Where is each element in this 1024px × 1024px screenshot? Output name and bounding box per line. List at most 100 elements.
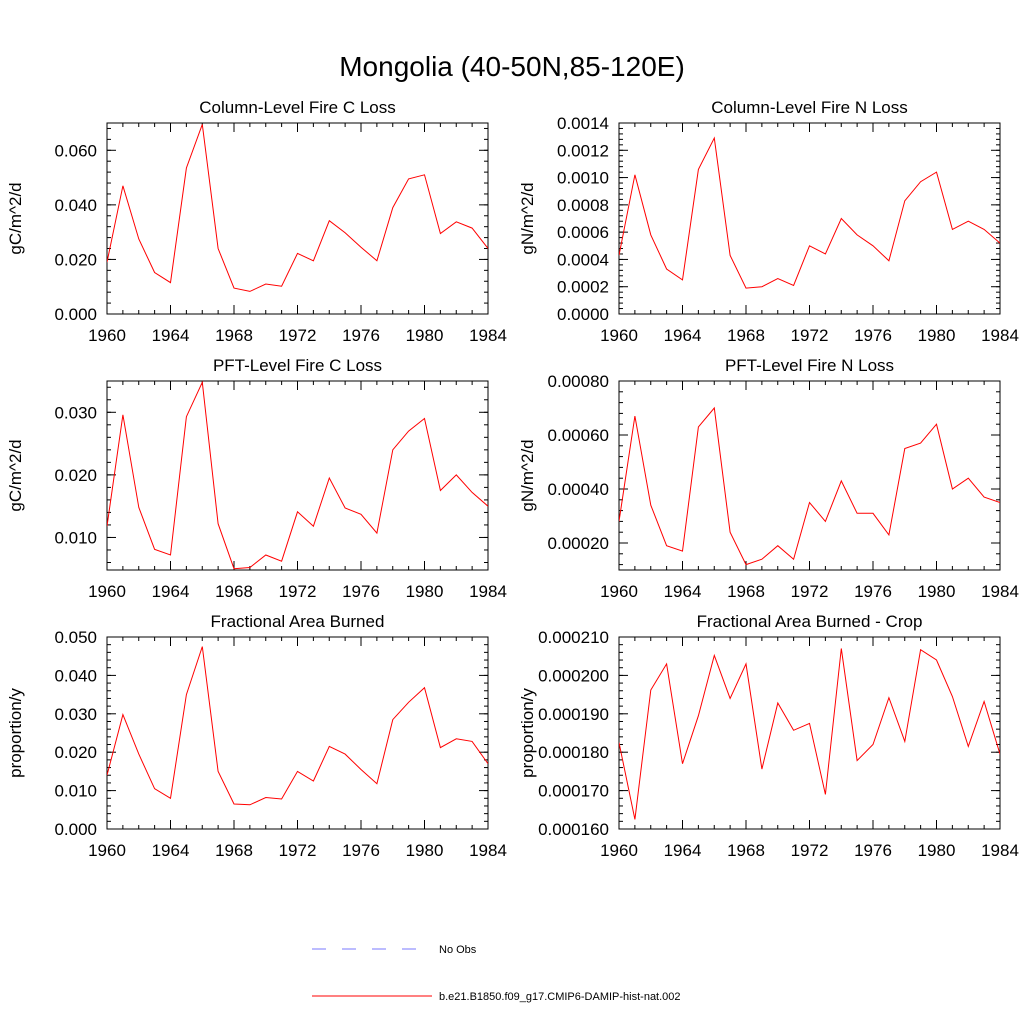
y-tick-label: 0.0012	[557, 141, 609, 160]
legend: No Obs b.e21.B1850.f09_g17.CMIP6-DAMIP-h…	[312, 944, 681, 1003]
y-tick-label: 0.00040	[548, 480, 609, 499]
x-tick-label: 1960	[600, 582, 638, 601]
x-tick-label: 1980	[406, 582, 444, 601]
y-tick-label: 0.030	[54, 403, 97, 422]
series-line-1	[619, 648, 1000, 820]
chart-panel-5: Fractional Area Burned proportion/y 1960 19…	[6, 612, 507, 860]
legend-label-no-obs: No Obs	[439, 944, 477, 956]
x-tick-label: 1968	[727, 326, 765, 345]
y-tick-label: 0.000180	[538, 743, 609, 762]
y-tick-label: 0.00080	[548, 372, 609, 391]
y-tick-label: 0.030	[54, 705, 97, 724]
y-tick-label: 0.0008	[557, 196, 609, 215]
x-tick-label: 1968	[215, 326, 253, 345]
x-tick-label: 1968	[215, 841, 253, 860]
y-tick-label: 0.000210	[538, 628, 609, 647]
x-tick-label: 1972	[791, 326, 829, 345]
y-tick-label: 0.020	[54, 250, 97, 269]
x-tick-label: 1964	[664, 841, 702, 860]
legend-label-model: b.e21.B1850.f09_g17.CMIP6-DAMIP-hist-nat…	[439, 991, 681, 1003]
x-tick-label: 1960	[600, 841, 638, 860]
plot-frame	[618, 380, 1001, 571]
x-tick-label: 1976	[854, 326, 892, 345]
chart-panel-3: PFT-Level Fire C Loss gC/m^2/d 1960 1964 196…	[6, 356, 507, 601]
x-tick-label: 1960	[88, 841, 126, 860]
x-tick-label: 1980	[918, 326, 956, 345]
x-tick-label: 1972	[791, 582, 829, 601]
series-line-1	[107, 124, 488, 292]
y-tick-label: 0.0014	[557, 114, 609, 133]
x-tick-label: 1984	[469, 582, 507, 601]
plot-frame	[106, 636, 489, 830]
chart-panel-1: Column-Level Fire C Loss gC/m^2/d 1960 1964…	[6, 98, 507, 345]
y-tick-label: 0.00020	[548, 534, 609, 553]
x-tick-label: 1972	[279, 841, 317, 860]
x-tick-label: 1984	[981, 326, 1019, 345]
y-tick-label: 0.040	[54, 196, 97, 215]
x-tick-label: 1964	[152, 326, 190, 345]
panel-title: PFT-Level Fire C Loss	[213, 356, 382, 375]
x-tick-label: 1976	[342, 582, 380, 601]
chart-panel-2: Column-Level Fire N Loss gN/m^2/d 1960 1964…	[518, 98, 1019, 345]
x-tick-label: 1964	[152, 841, 190, 860]
x-tick-label: 1976	[342, 841, 380, 860]
series-line-1	[107, 646, 488, 806]
y-tick-label: 0.0006	[557, 223, 609, 242]
x-tick-label: 1976	[854, 841, 892, 860]
panel-title: Fractional Area Burned - Crop	[697, 612, 923, 631]
x-tick-label: 1964	[664, 326, 702, 345]
y-tick-label: 0.0002	[557, 278, 609, 297]
x-tick-label: 1964	[152, 582, 190, 601]
y-axis-label: gN/m^2/d	[518, 182, 537, 254]
y-tick-label: 0.010	[54, 528, 97, 547]
y-tick-label: 0.00060	[548, 426, 609, 445]
x-tick-label: 1984	[981, 841, 1019, 860]
plot-frame	[106, 122, 489, 315]
chart-panels: Column-Level Fire C Loss gC/m^2/d 1960 1964…	[6, 98, 1019, 860]
series-line-1	[619, 406, 1000, 566]
x-tick-label: 1972	[279, 582, 317, 601]
x-tick-label: 1976	[854, 582, 892, 601]
y-axis-label: gC/m^2/d	[6, 182, 25, 254]
chart-panel-6: Fractional Area Burned - Crop proportion/…	[518, 612, 1019, 860]
plot-frame	[106, 380, 489, 571]
panel-title: Column-Level Fire C Loss	[199, 98, 396, 117]
x-tick-label: 1968	[727, 841, 765, 860]
x-tick-label: 1960	[600, 326, 638, 345]
panel-title: Column-Level Fire N Loss	[711, 98, 908, 117]
y-tick-label: 0.000	[54, 820, 97, 839]
x-tick-label: 1968	[215, 582, 253, 601]
y-tick-label: 0.0010	[557, 169, 609, 188]
x-tick-label: 1972	[791, 841, 829, 860]
y-axis-label: proportion/y	[518, 688, 537, 778]
y-tick-label: 0.000200	[538, 666, 609, 685]
y-tick-label: 0.000170	[538, 782, 609, 801]
panel-title: Fractional Area Burned	[211, 612, 385, 631]
y-tick-label: 0.0000	[557, 305, 609, 324]
x-tick-label: 1980	[406, 841, 444, 860]
y-tick-label: 0.020	[54, 743, 97, 762]
y-tick-label: 0.000160	[538, 820, 609, 839]
y-tick-label: 0.050	[54, 628, 97, 647]
plot-frame	[618, 636, 1001, 830]
x-tick-label: 1976	[342, 326, 380, 345]
x-tick-label: 1980	[406, 326, 444, 345]
x-tick-label: 1960	[88, 582, 126, 601]
y-axis-label: gC/m^2/d	[6, 439, 25, 511]
series-line-1	[619, 136, 1000, 289]
x-tick-label: 1984	[469, 841, 507, 860]
x-tick-label: 1980	[918, 582, 956, 601]
y-tick-label: 0.000	[54, 305, 97, 324]
series-line-1	[107, 381, 488, 570]
x-tick-label: 1984	[469, 326, 507, 345]
y-axis-label: proportion/y	[6, 688, 25, 778]
x-tick-label: 1960	[88, 326, 126, 345]
panel-title: PFT-Level Fire N Loss	[725, 356, 894, 375]
y-tick-label: 0.060	[54, 141, 97, 160]
x-tick-label: 1972	[279, 326, 317, 345]
y-tick-label: 0.010	[54, 782, 97, 801]
chart-panel-4: PFT-Level Fire N Loss gN/m^2/d 1960 1964 196…	[518, 356, 1019, 601]
y-tick-label: 0.040	[54, 666, 97, 685]
y-tick-label: 0.0004	[557, 250, 609, 269]
